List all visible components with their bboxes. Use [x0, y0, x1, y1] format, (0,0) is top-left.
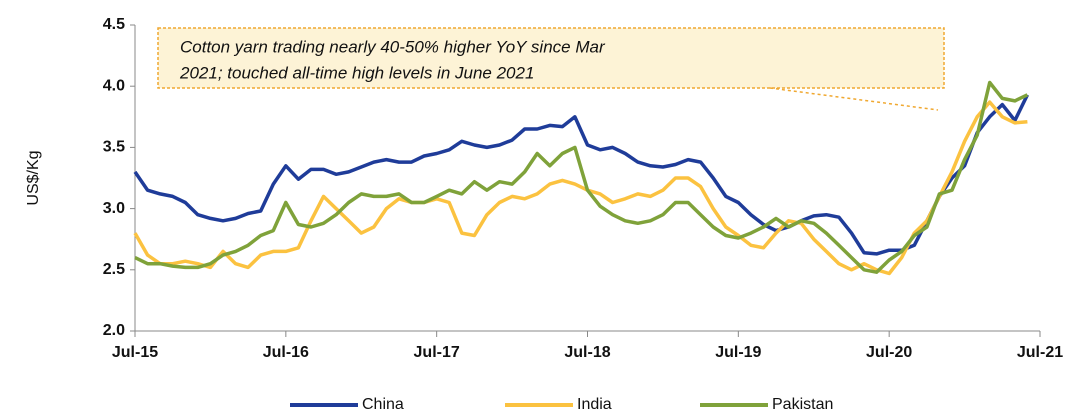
x-tick-label: Jul-17	[414, 344, 460, 361]
x-tick-label: Jul-20	[866, 344, 912, 361]
annotation-box	[157, 27, 945, 89]
annotation-leader	[769, 87, 939, 111]
annotation-line: Cotton yarn trading nearly 40-50% higher…	[180, 37, 606, 56]
y-tick-label: 4.5	[103, 16, 125, 33]
y-tick-label: 2.0	[103, 322, 125, 339]
y-axis-label: US$/Kg	[25, 150, 42, 205]
legend-label: Pakistan	[772, 396, 833, 413]
annotation-line: 2021; touched all-time high levels in Ju…	[179, 63, 534, 82]
legend-label: China	[362, 396, 404, 413]
y-tick-label: 2.5	[103, 261, 125, 278]
series-line	[133, 94, 1029, 256]
y-tick-label: 3.5	[103, 139, 125, 156]
x-tick-label: Jul-18	[564, 344, 610, 361]
legend-label: India	[577, 396, 612, 413]
x-tick-label: Jul-15	[112, 344, 158, 361]
series-line	[134, 80, 1029, 274]
y-tick-label: 4.0	[103, 77, 125, 94]
x-tick-label: Jul-19	[715, 344, 761, 361]
y-tick-label: 3.0	[103, 200, 125, 217]
x-tick-label: Jul-16	[263, 344, 309, 361]
x-tick-label: Jul-21	[1017, 344, 1063, 361]
